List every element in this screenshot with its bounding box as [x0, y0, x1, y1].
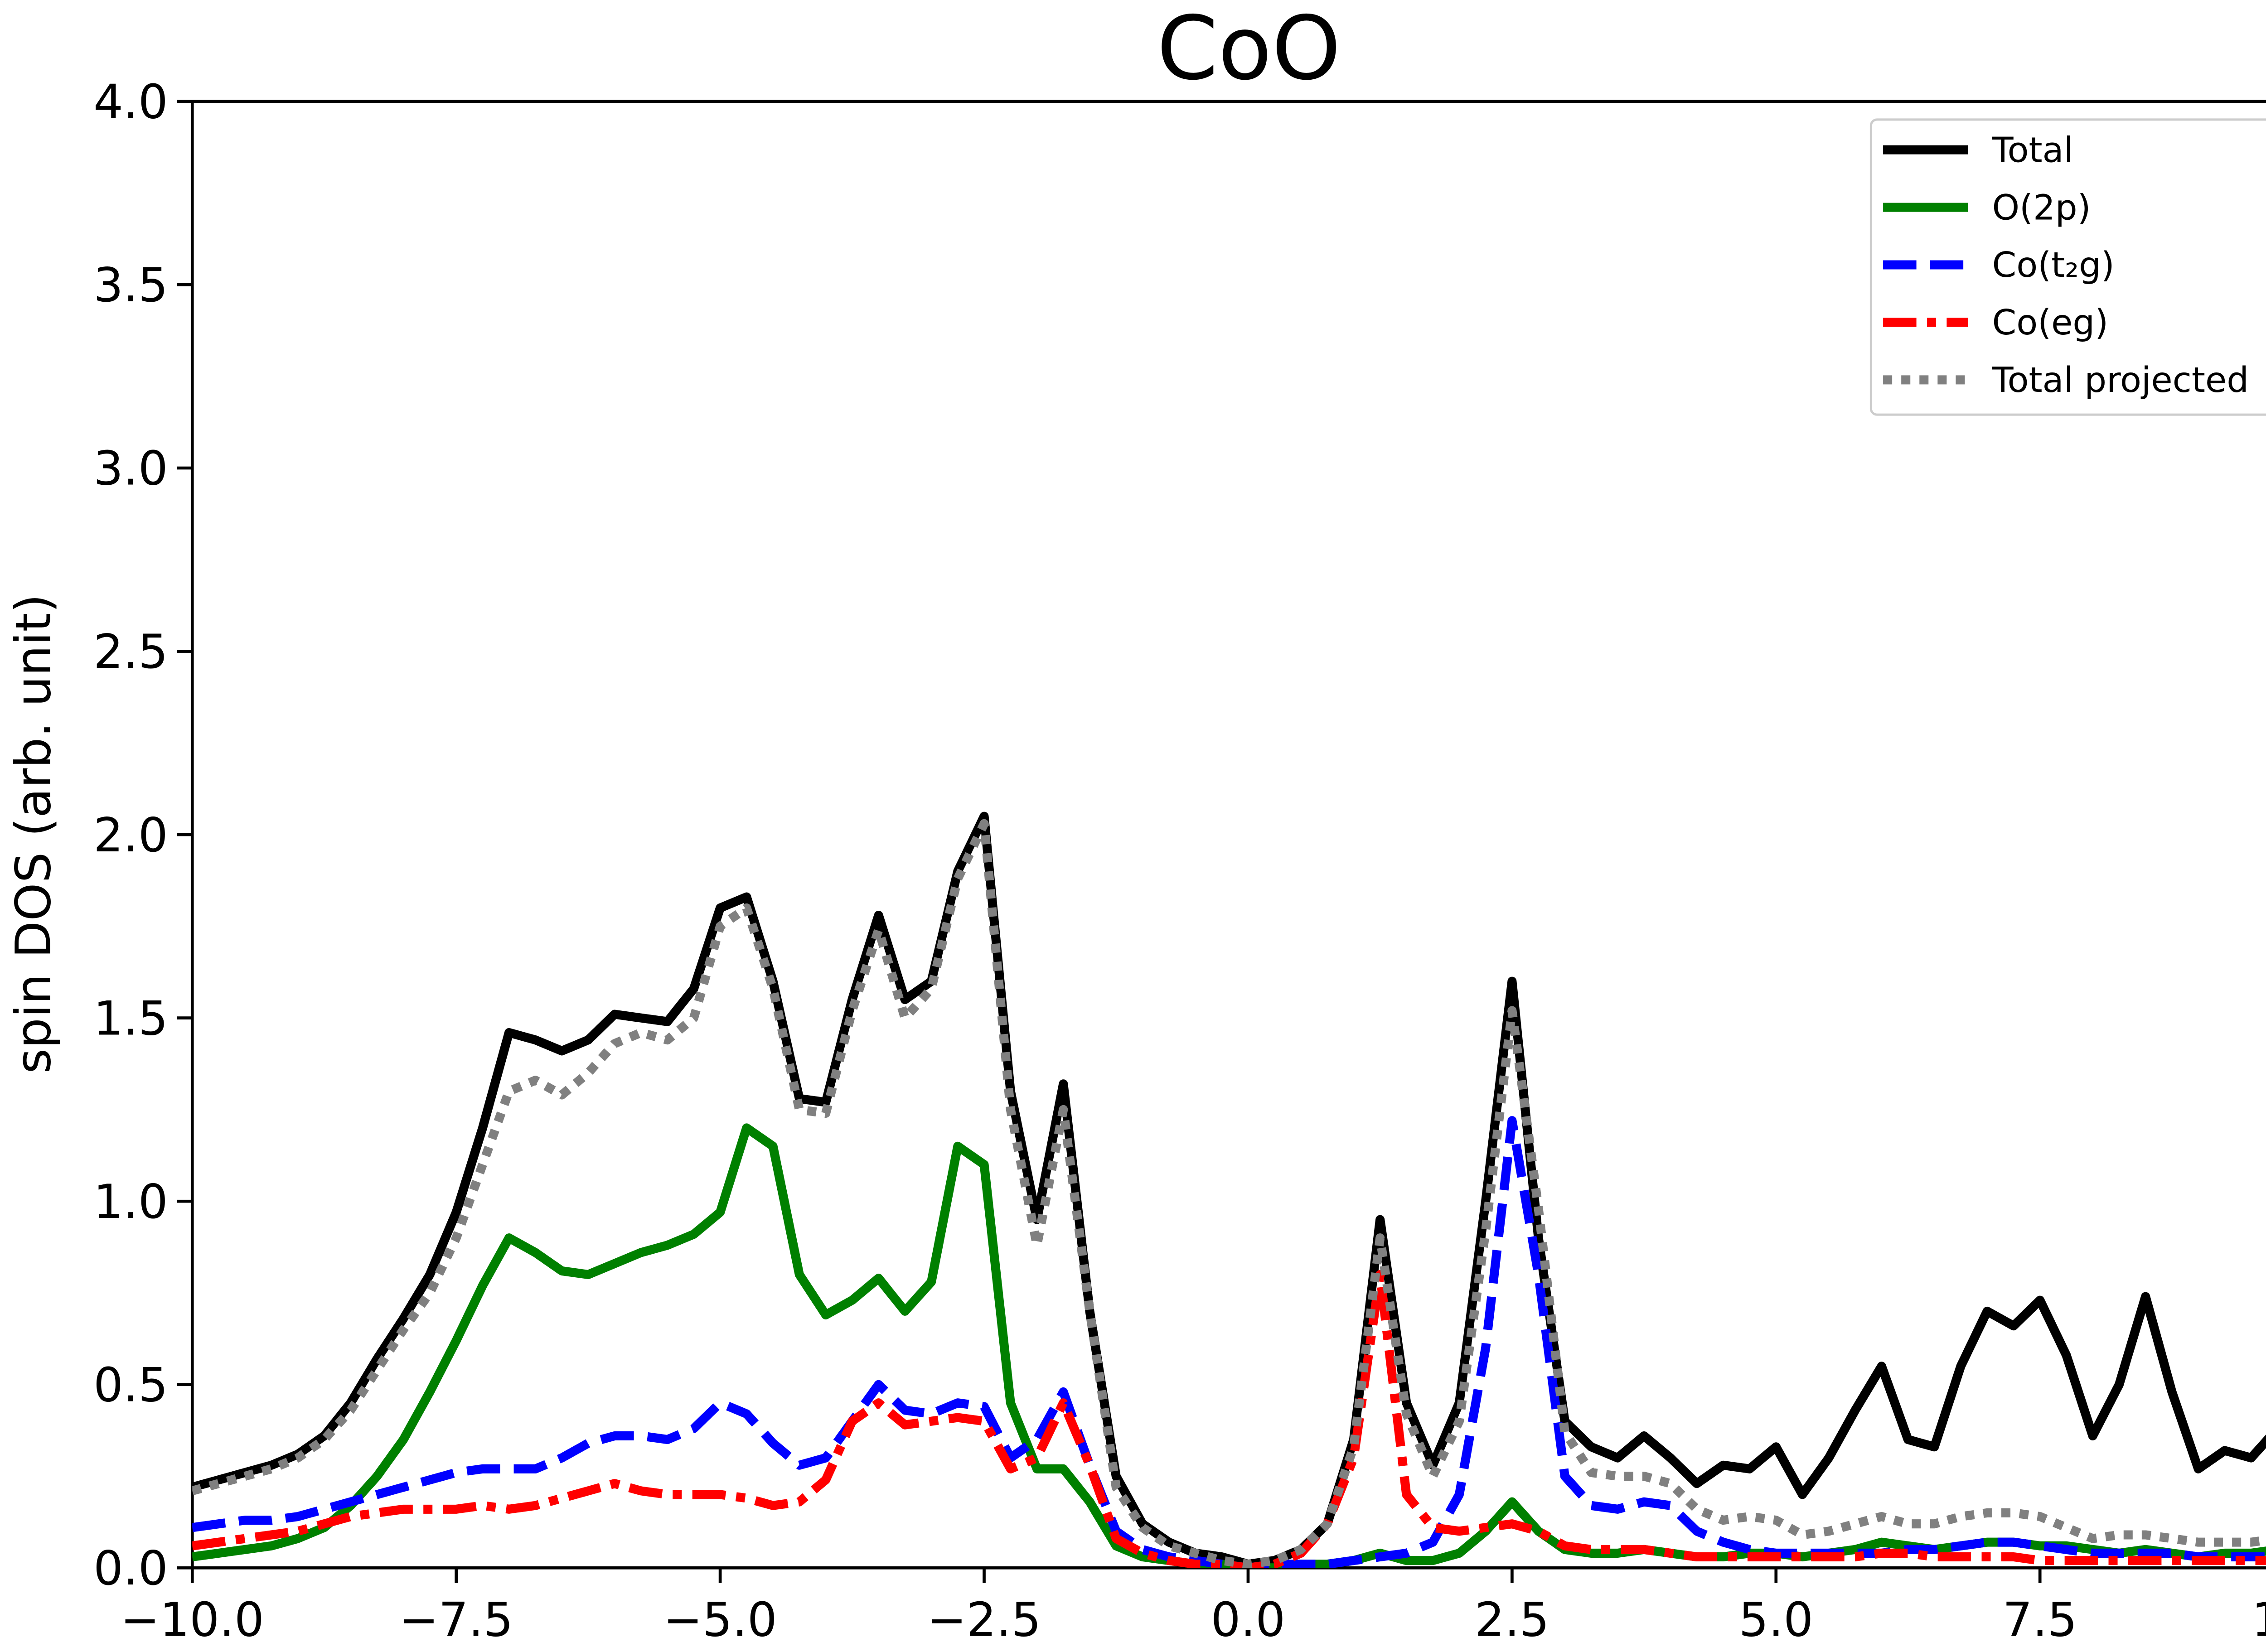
legend-label: Total — [1992, 130, 2073, 170]
x-tick-label: 0.0 — [1211, 1593, 1286, 1647]
x-tick-label: −2.5 — [927, 1593, 1041, 1647]
series-line — [192, 1270, 2266, 1568]
y-tick-label: 3.5 — [93, 258, 168, 313]
legend-box — [1869, 118, 2266, 416]
y-tick-label: 1.5 — [93, 991, 168, 1046]
x-tick-label: −5.0 — [663, 1593, 777, 1647]
y-tick-label: 0.0 — [93, 1541, 168, 1596]
x-tick-label: 5.0 — [1738, 1593, 1813, 1647]
legend-label: Co(t₂g) — [1992, 245, 2115, 285]
x-tick-label: 10.0 — [2251, 1593, 2266, 1647]
legend-label: Co(eg) — [1992, 303, 2109, 343]
x-tick-label: −7.5 — [399, 1593, 513, 1647]
series-line — [192, 819, 2266, 1568]
legend-label: Total projected — [1992, 360, 2249, 401]
legend-label: O(2p) — [1992, 188, 2091, 228]
series-line — [192, 1116, 2266, 1568]
x-tick-label: 2.5 — [1475, 1593, 1549, 1647]
y-tick-label: 1.0 — [93, 1175, 168, 1229]
y-tick-label: 2.0 — [93, 808, 168, 863]
y-axis-label: spin DOS (arb. unit) — [5, 594, 62, 1074]
y-tick-label: 3.0 — [93, 442, 168, 496]
series-line — [192, 1123, 2266, 1568]
y-tick-label: 2.5 — [93, 625, 168, 679]
chart-title: CoO — [1157, 0, 1341, 100]
series-line — [192, 812, 2266, 1568]
y-tick-label: 4.0 — [93, 75, 168, 130]
y-tick-label: 0.5 — [93, 1358, 168, 1412]
x-tick-label: −10.0 — [121, 1593, 264, 1647]
x-tick-label: 7.5 — [2003, 1593, 2077, 1647]
